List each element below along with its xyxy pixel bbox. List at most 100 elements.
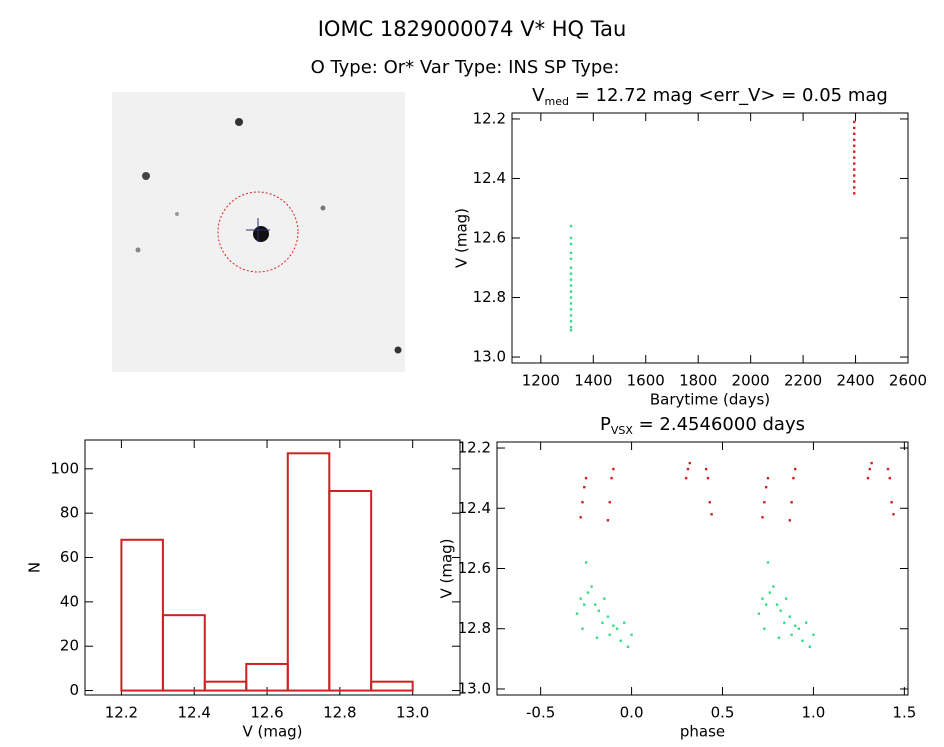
y-tick-label: 12.8 [473,288,506,306]
data-point [853,144,856,147]
data-point [569,242,573,246]
y-tick-label: 12.8 [458,619,491,637]
data-point [612,467,615,471]
title-subscript: VSX [611,424,634,437]
data-point [569,251,573,255]
data-point [853,192,856,195]
data-point [608,501,611,504]
data-point [579,516,582,519]
histogram-bar [203,680,248,692]
data-point [888,476,892,480]
data-point [763,501,766,504]
x-tick-label: 12.6 [250,704,283,722]
histogram-bar [161,614,206,692]
x-tick-label: 1400 [574,372,612,390]
data-point [853,156,856,159]
title-text: V [532,85,545,106]
data-point [586,591,590,594]
data-point [594,603,597,606]
data-point [886,467,890,471]
y-tick-label: 13.0 [458,679,491,697]
histogram-bar [286,452,331,692]
x-tick-label: 1600 [627,372,665,390]
x-axis-label: phase [680,723,725,741]
data-point [775,603,779,606]
data-point [790,501,793,504]
data-point [569,278,573,281]
data-point [610,476,613,480]
data-point [853,174,856,177]
star [235,118,243,126]
data-point [788,519,791,522]
data-point [794,624,797,627]
data-point [792,476,795,480]
data-point [784,597,788,600]
data-point [569,236,573,240]
data-point [866,476,870,480]
data-point [812,633,815,636]
x-tick-label: 1.5 [892,704,916,722]
x-tick-label: 0.5 [711,704,735,722]
data-point [764,603,768,606]
data-point [612,624,615,627]
data-point [581,627,584,630]
y-tick-label: 20 [60,637,79,655]
data-point [772,585,775,588]
data-point [623,621,626,624]
y-tick-label: 0 [69,681,79,699]
y-axis-label: V (mag) [453,208,471,268]
data-point [630,633,633,636]
data-point [779,609,782,612]
data-point [708,501,711,504]
data-point [606,519,610,522]
data-point [569,326,573,329]
star [394,346,402,354]
title-rest: = 2.4546000 days [633,414,805,435]
x-tick-label: 12.4 [178,704,211,722]
data-point [569,308,573,311]
data-point [706,476,710,480]
data-point [569,266,573,269]
y-tick-label: 40 [60,592,79,610]
plot-title: Vmed = 12.72 mag <err_V> = 0.05 mag [532,85,888,108]
data-point [868,467,872,471]
y-tick-label: 12.2 [458,439,491,457]
data-point [766,476,770,480]
x-tick-label: 13.0 [396,704,429,722]
x-tick-label: 12.8 [323,704,356,722]
y-tick-label: 12.6 [458,559,491,577]
histogram-bar [120,538,164,692]
y-axis-label: N [26,562,44,573]
data-point [569,296,573,299]
histogram-bar [245,662,289,692]
data-point [569,272,573,275]
data-point [797,627,801,630]
y-tick-label: 12.4 [458,499,491,517]
data-point [569,290,573,293]
star [253,226,269,242]
data-point [761,516,764,519]
x-tick-label: -0.5 [526,704,555,722]
data-point [853,138,856,141]
data-point [595,636,599,639]
x-tick-label: 2200 [784,372,822,390]
data-point [569,314,573,317]
data-point [710,513,713,516]
data-point [853,120,856,124]
y-tick-label: 80 [60,504,79,522]
data-point [579,597,582,600]
data-point [804,621,808,624]
data-point [768,591,771,594]
y-tick-label: 12.2 [473,109,506,127]
data-point [583,485,586,489]
data-point [684,476,688,480]
y-tick-label: 60 [60,548,79,566]
x-tick-label: 2000 [732,372,770,390]
data-point [688,461,691,465]
star [135,247,141,253]
star [320,205,326,211]
y-tick-label: 12.4 [473,169,506,187]
histogram-bar [370,680,414,692]
x-tick-label: 2400 [836,372,874,390]
